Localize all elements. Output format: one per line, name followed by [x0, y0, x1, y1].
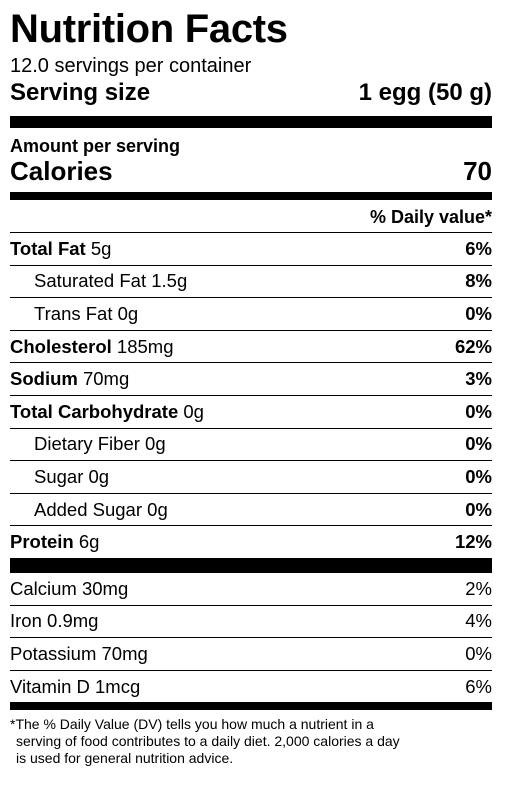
- nutrient-row: Total Carbohydrate 0g 0%: [10, 396, 492, 429]
- nutrition-facts-label: Nutrition Facts 12.0 servings per contai…: [10, 0, 492, 767]
- calories-row: Calories 70: [10, 156, 492, 186]
- nutrient-name-amount: Dietary Fiber 0g: [10, 433, 166, 455]
- nutrient-row: Cholesterol 185mg 62%: [10, 331, 492, 364]
- vitamin-name: Potassium: [10, 642, 97, 664]
- nutrient-name: Sugar: [34, 465, 84, 487]
- nutrient-daily-value: 8%: [465, 270, 492, 292]
- vitamin-name-amount: Calcium 30mg: [10, 578, 128, 600]
- nutrient-daily-value: 0%: [465, 400, 492, 422]
- nutrient-name-amount: Cholesterol 185mg: [10, 336, 174, 358]
- vitamin-amount: 30mg: [81, 577, 129, 599]
- vitamin-daily-value: 0%: [465, 642, 492, 664]
- nutrient-daily-value: 0%: [465, 498, 492, 520]
- nutrient-row: Trans Fat 0g 0%: [10, 298, 492, 331]
- nutrient-daily-value: 3%: [465, 368, 492, 390]
- vitamin-daily-value: 6%: [465, 675, 492, 697]
- nutrient-row: Total Fat 5g 6%: [10, 233, 492, 266]
- vitamin-list: Calcium 30mg 2% Iron 0.9mg 4% Potassium 70mg…: [10, 573, 492, 702]
- nutrient-daily-value: 6%: [465, 237, 492, 259]
- nutrient-name-amount: Total Fat 5g: [10, 238, 111, 260]
- nutrient-amount: 185mg: [116, 335, 174, 357]
- nutrient-name: Trans Fat: [34, 302, 113, 324]
- nutrient-amount: 5g: [90, 237, 112, 259]
- nutrient-daily-value: 0%: [465, 433, 492, 455]
- vitamin-name-amount: Vitamin D 1mcg: [10, 676, 140, 698]
- vitamin-name: Iron: [10, 610, 42, 632]
- serving-size-row: Serving size 1 egg (50 g): [10, 78, 492, 108]
- nutrient-daily-value: 0%: [465, 465, 492, 487]
- amount-per-serving: Amount per serving: [10, 136, 181, 156]
- nutrient-name-amount: Trans Fat 0g: [10, 303, 138, 325]
- vitamin-name-amount: Potassium 70mg: [10, 643, 148, 665]
- nutrient-name-amount: Added Sugar 0g: [10, 499, 168, 521]
- serving-size-label: Serving size: [10, 79, 151, 106]
- nutrient-name-amount: Protein 6g: [10, 531, 99, 553]
- nutrient-daily-value: 0%: [465, 302, 492, 324]
- nutrient-amount: 0g: [88, 465, 110, 487]
- label-title: Nutrition Facts: [10, 7, 288, 51]
- nutrient-amount: 0g: [145, 433, 166, 455]
- nutrient-row: Sugar 0g 0%: [10, 461, 492, 494]
- footnote-divider: [10, 702, 492, 711]
- servings-per-container: 12.0 servings per container: [10, 55, 252, 77]
- nutrient-amount: 1.5g: [151, 270, 188, 292]
- nutrient-daily-value: 62%: [454, 335, 492, 357]
- nutrient-row: Sodium 70mg 3%: [10, 363, 492, 396]
- footnote-line-1: *The % Daily Value (DV) tells you how mu…: [10, 716, 374, 733]
- nutrient-name: Sodium: [10, 368, 78, 390]
- nutrient-amount: 70mg: [82, 368, 130, 390]
- nutrient-amount: 0g: [117, 302, 139, 324]
- nutrient-name: Dietary Fiber: [34, 433, 140, 455]
- calories-value: 70: [463, 156, 492, 186]
- nutrient-name: Saturated Fat: [34, 270, 147, 292]
- vitamin-amount: 1mcg: [95, 675, 141, 697]
- nutrient-name-amount: Saturated Fat 1.5g: [10, 270, 187, 292]
- nutrient-name-amount: Sodium 70mg: [10, 368, 129, 390]
- vitamins-divider: [10, 557, 492, 573]
- calories-label: Calories: [10, 156, 113, 186]
- vitamin-row: Calcium 30mg 2%: [10, 573, 492, 606]
- nutrient-amount: 0g: [147, 498, 168, 520]
- nutrient-name: Added Sugar: [34, 498, 143, 520]
- vitamin-row: Iron 0.9mg 4%: [10, 606, 492, 639]
- vitamin-name: Calcium: [10, 577, 77, 599]
- vitamin-amount: 0.9mg: [47, 610, 99, 632]
- nutrient-row: Saturated Fat 1.5g 8%: [10, 266, 492, 299]
- nutrient-name: Protein: [10, 531, 74, 553]
- thick-divider: [10, 116, 492, 128]
- vitamin-daily-value: 4%: [465, 610, 492, 632]
- serving-size-value: 1 egg (50 g): [358, 79, 492, 106]
- vitamin-name: Vitamin D: [10, 675, 90, 697]
- footnote-line-3: is used for general nutrition advice.: [16, 750, 234, 767]
- vitamin-row: Potassium 70mg 0%: [10, 638, 492, 671]
- nutrient-name: Total Carbohydrate: [10, 400, 179, 422]
- nutrient-row: Protein 6g 12%: [10, 526, 492, 558]
- vitamin-row: Vitamin D 1mcg 6%: [10, 671, 492, 703]
- footnote-line-2: serving of food contributes to a daily d…: [16, 733, 400, 750]
- nutrient-amount: 6g: [78, 531, 100, 553]
- nutrient-daily-value: 12%: [454, 531, 492, 553]
- nutrient-name-amount: Total Carbohydrate 0g: [10, 401, 204, 423]
- daily-value-header: % Daily value*: [10, 200, 492, 233]
- vitamin-name-amount: Iron 0.9mg: [10, 610, 98, 632]
- calories-divider: [10, 192, 492, 200]
- nutrient-row: Added Sugar 0g 0%: [10, 494, 492, 527]
- nutrient-row: Dietary Fiber 0g 0%: [10, 429, 492, 462]
- nutrient-name: Total Fat: [10, 237, 86, 259]
- nutrient-list: Total Fat 5g 6% Saturated Fat 1.5g 8% Trans …: [10, 233, 492, 558]
- vitamin-amount: 70mg: [101, 642, 148, 664]
- nutrient-name: Cholesterol: [10, 335, 112, 357]
- vitamin-daily-value: 2%: [465, 577, 492, 599]
- nutrient-name-amount: Sugar 0g: [10, 466, 109, 488]
- nutrient-amount: 0g: [183, 400, 204, 422]
- footnote: *The % Daily Value (DV) tells you how mu…: [10, 716, 492, 767]
